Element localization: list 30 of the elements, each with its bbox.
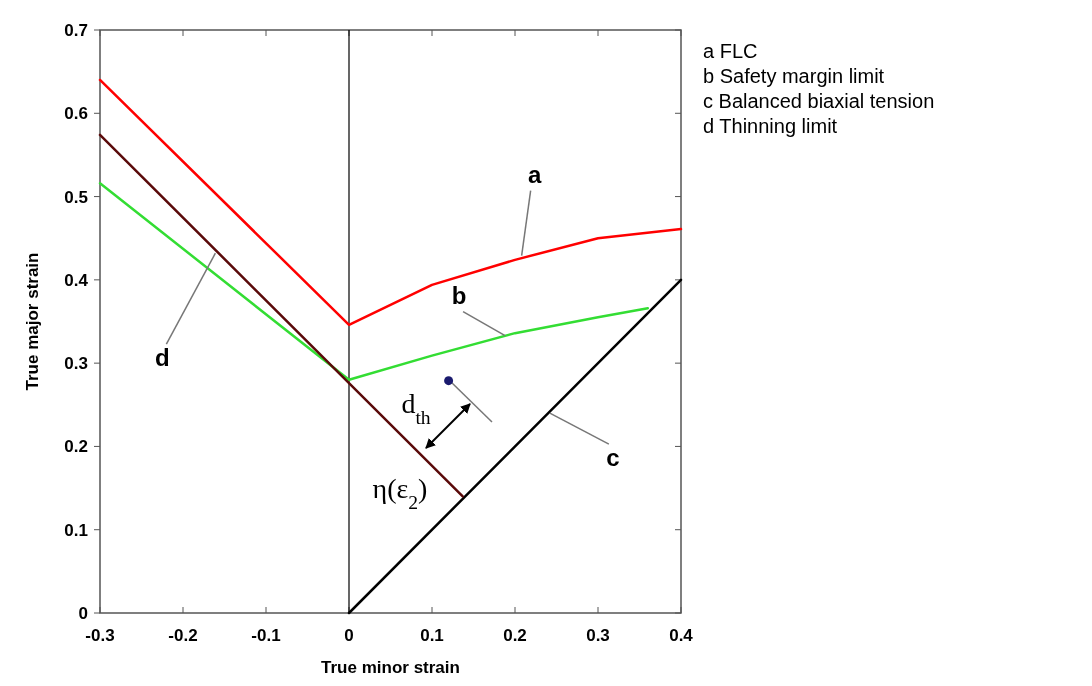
text: a FLC <box>703 40 758 62</box>
annotation: a <box>527 160 542 188</box>
x-tick-label: 0.1 <box>420 626 444 645</box>
x-tick-label: -0.1 <box>251 626 281 645</box>
y-tick-label: 0.4 <box>64 270 89 290</box>
y-tick-label: 0 <box>78 604 88 623</box>
y-tick-label: 0.5 <box>64 187 88 207</box>
annotation: c <box>606 444 620 472</box>
annotation: d$_{th}$ <box>401 388 431 428</box>
x-tick-label: 0.4 <box>669 626 694 645</box>
text: d Thinning limit <box>703 115 838 137</box>
y-axis-title: True major strain <box>23 252 42 391</box>
x-axis-title: True minor strain <box>321 658 460 677</box>
x-tick-label: 0 <box>344 626 354 645</box>
x-tick-label: -0.3 <box>85 626 115 645</box>
text: b Safety margin limit <box>703 65 885 87</box>
y-tick-label: 0.3 <box>64 354 88 374</box>
y-tick-label: 0.1 <box>64 520 88 540</box>
line-series <box>98 78 683 327</box>
x-tick-label: 0.2 <box>503 626 527 645</box>
line-series <box>98 182 650 382</box>
annotation: η(ε$_{2}$) <box>372 473 428 513</box>
x-tick-label: -0.2 <box>168 626 198 645</box>
y-tick-label: 0.7 <box>64 21 88 40</box>
annotation: d <box>155 344 170 372</box>
y-tick-label: 0.2 <box>64 437 88 457</box>
annotation: b <box>451 281 467 309</box>
x-tick-label: 0.3 <box>586 626 610 645</box>
y-tick-label: 0.6 <box>64 104 88 124</box>
text: c Balanced biaxial tension <box>703 90 935 112</box>
